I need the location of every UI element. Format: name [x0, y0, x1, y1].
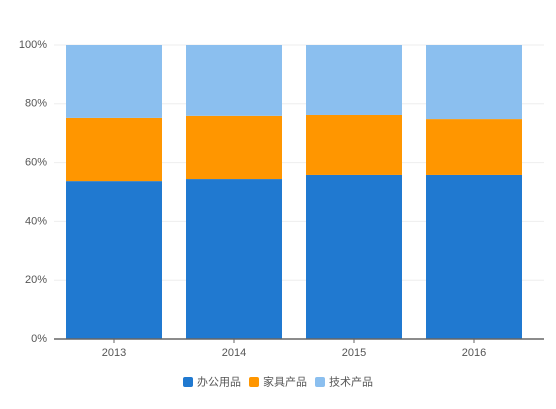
- y-tick-label: 40%: [25, 215, 47, 227]
- y-tick-label: 0%: [31, 333, 47, 345]
- x-tick-label: 2014: [222, 347, 246, 359]
- bar-segment: [426, 119, 522, 175]
- y-tick-label: 60%: [25, 157, 47, 169]
- y-tick-label: 80%: [25, 98, 47, 110]
- bar-segment: [186, 45, 282, 116]
- bar-segment: [426, 174, 522, 339]
- bar-segment: [186, 115, 282, 180]
- bar-segment: [306, 174, 402, 339]
- bar-segment: [306, 114, 402, 175]
- bar-segment: [186, 179, 282, 339]
- x-tick-label: 2015: [342, 347, 366, 359]
- bar-segment: [426, 45, 522, 120]
- legend-label: 办公用品: [197, 375, 241, 388]
- y-tick-label: 20%: [25, 274, 47, 286]
- bar-segment: [66, 45, 162, 118]
- y-tick-label: 100%: [19, 39, 47, 51]
- bar-segment: [66, 181, 162, 339]
- legend-label: 技术产品: [329, 374, 373, 388]
- legend-label: 家具产品: [263, 374, 307, 388]
- x-tick-label: 2013: [102, 347, 126, 359]
- bar-segment: [66, 117, 162, 182]
- bar-segment: [306, 45, 402, 115]
- legend-swatch: [315, 377, 325, 387]
- legend-swatch: [183, 377, 193, 387]
- legend-swatch: [249, 377, 259, 387]
- x-tick-label: 2016: [462, 347, 486, 359]
